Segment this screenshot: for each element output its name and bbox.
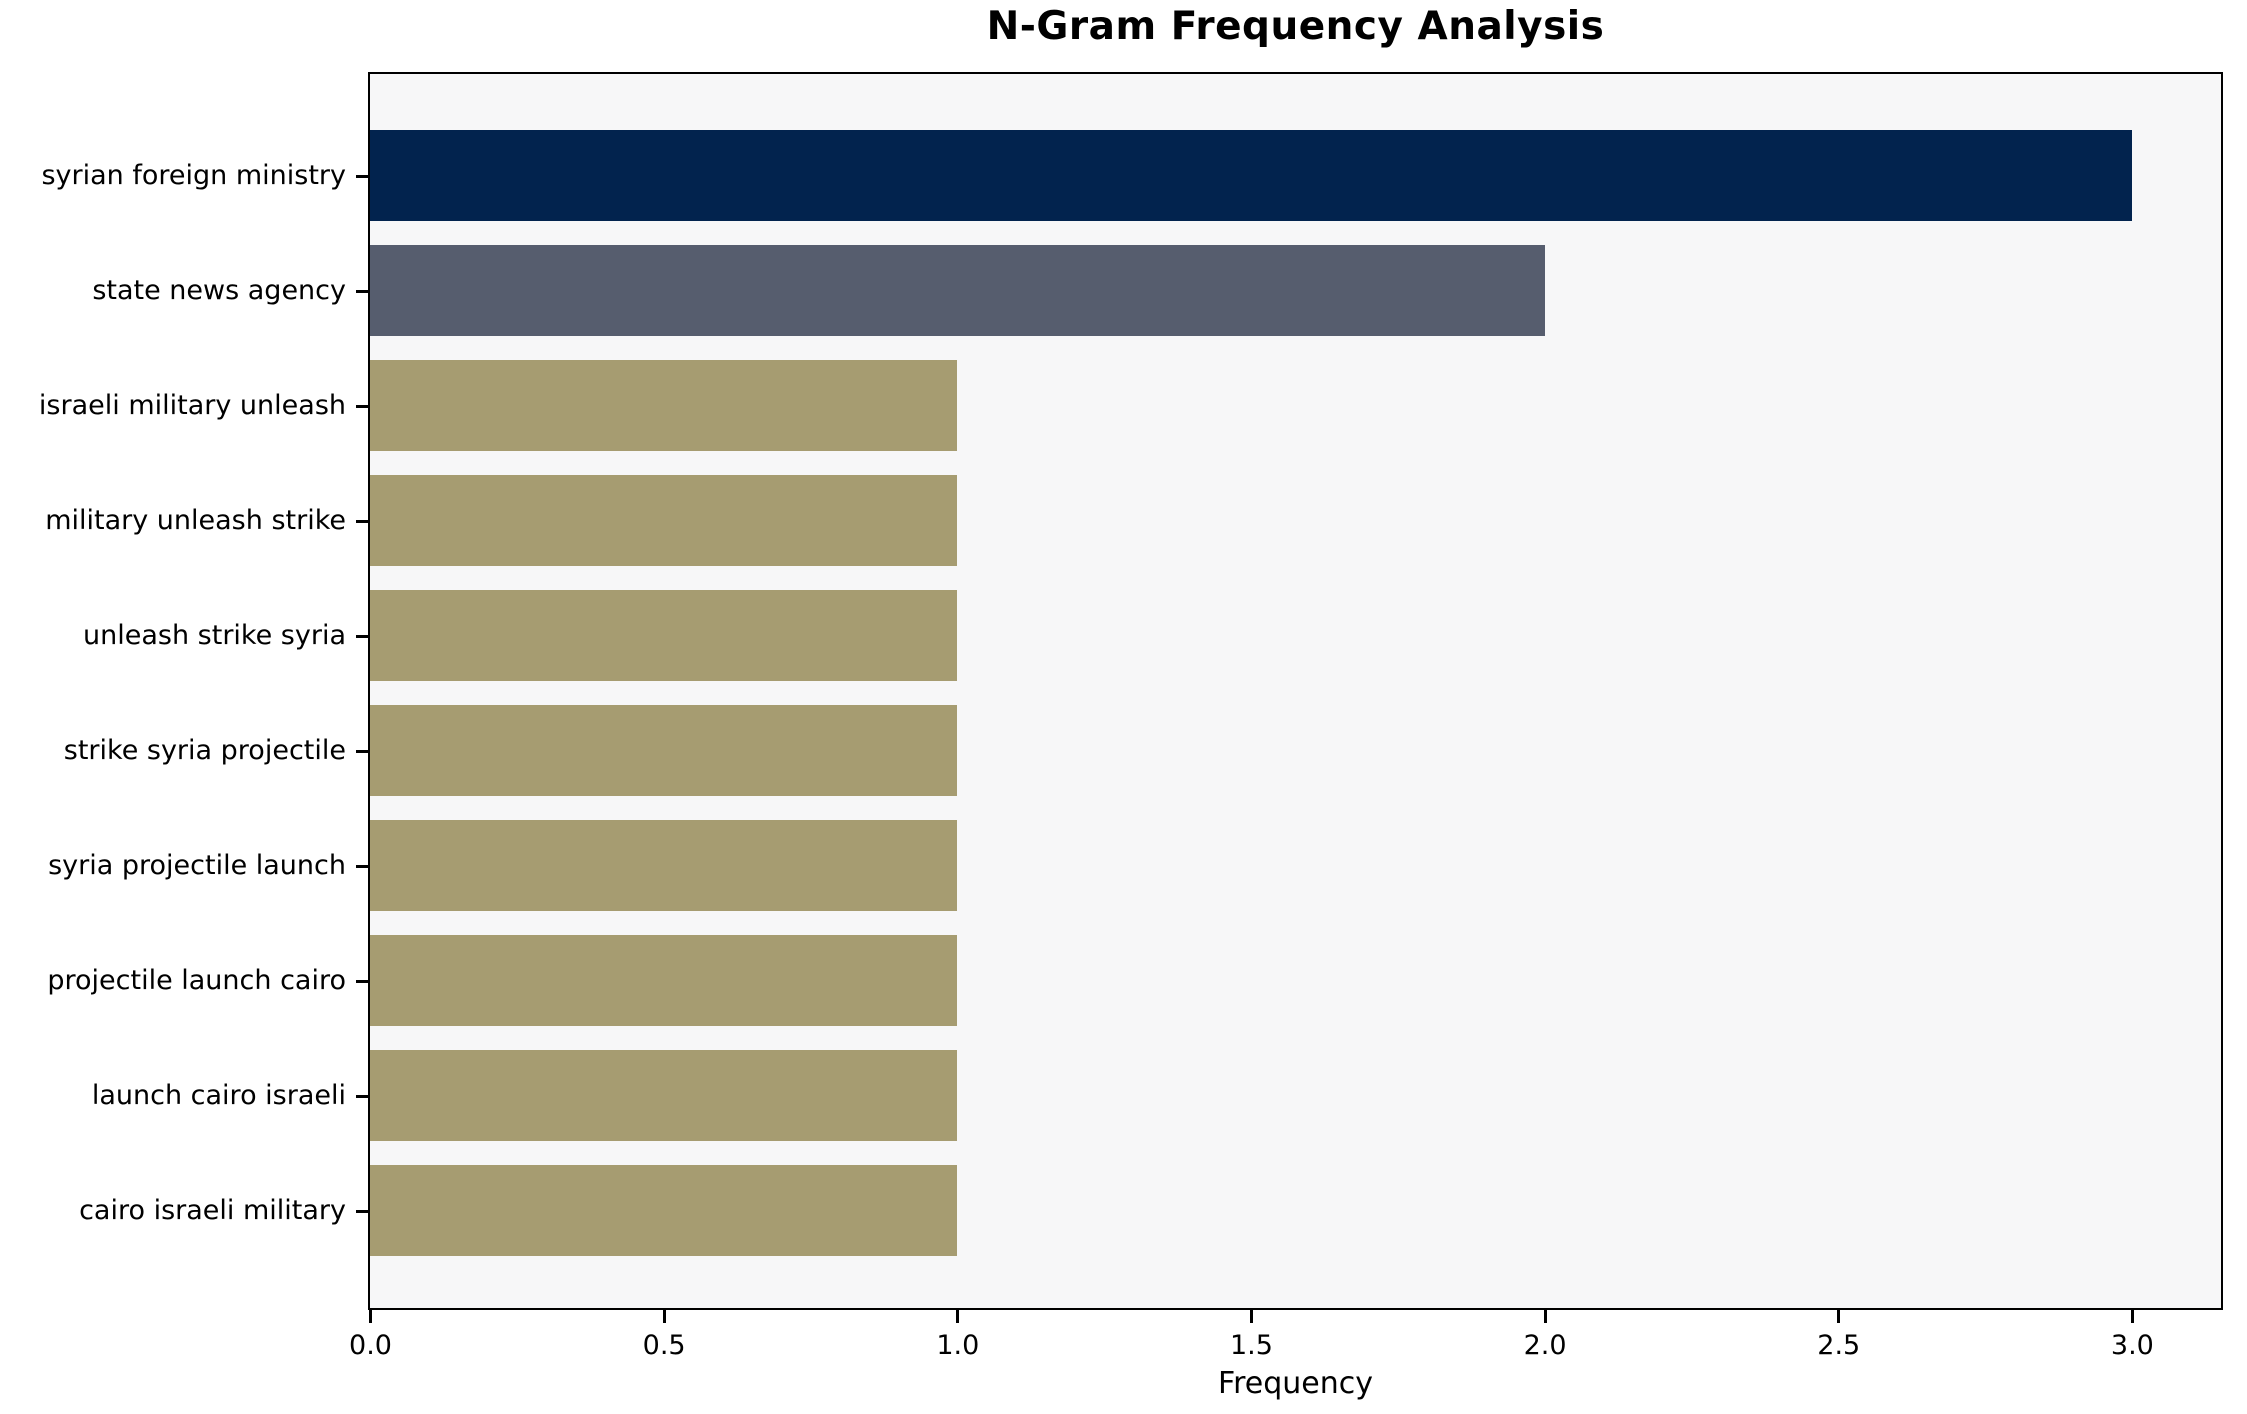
- bar-projectile-launch-cairo: [370, 935, 958, 1026]
- y-tick-mark: [356, 1094, 368, 1098]
- bar-strike-syria-projectile: [370, 705, 958, 796]
- x-tick-label: 2.5: [1817, 1330, 1861, 1361]
- bar-syria-projectile-launch: [370, 820, 958, 911]
- x-tick-mark: [1543, 1310, 1547, 1323]
- x-tick-mark: [662, 1310, 666, 1323]
- y-tick-label: israeli military unleash: [38, 390, 346, 421]
- x-tick-label: 2.0: [1523, 1330, 1567, 1361]
- y-tick-mark: [356, 864, 368, 868]
- y-tick-mark: [356, 519, 368, 523]
- x-tick-label: 0.0: [349, 1330, 392, 1361]
- x-tick-mark: [369, 1310, 372, 1323]
- y-tick-mark: [356, 289, 368, 293]
- y-tick-label: projectile launch cairo: [47, 965, 346, 996]
- bar-syrian-foreign-ministry: [370, 130, 2132, 221]
- chart-title: N-Gram Frequency Analysis: [986, 4, 1605, 49]
- x-tick-label: 1.0: [936, 1330, 980, 1361]
- y-tick-label: state news agency: [92, 275, 346, 306]
- y-tick-mark: [356, 174, 368, 178]
- bar-cairo-israeli-military: [370, 1165, 958, 1256]
- y-tick-label: syria projectile launch: [48, 850, 346, 881]
- bar-israeli-military-unleash: [370, 360, 958, 451]
- y-tick-mark: [356, 979, 368, 983]
- x-tick-label: 3.0: [2110, 1330, 2154, 1361]
- x-tick-label: 0.5: [642, 1330, 686, 1361]
- bar-military-unleash-strike: [370, 475, 958, 566]
- bar-unleash-strike-syria: [370, 590, 958, 681]
- x-tick-mark: [956, 1310, 960, 1323]
- y-tick-mark: [356, 1209, 368, 1213]
- x-tick-mark: [1249, 1310, 1253, 1323]
- bar-state-news-agency: [370, 245, 1545, 336]
- y-tick-label: syrian foreign ministry: [41, 160, 346, 191]
- y-tick-mark: [356, 404, 368, 408]
- x-tick-label: 1.5: [1229, 1330, 1273, 1361]
- plot-area: [368, 72, 2223, 1310]
- x-tick-mark: [2130, 1310, 2134, 1323]
- x-tick-mark: [1837, 1310, 1841, 1323]
- y-tick-mark: [356, 634, 368, 638]
- y-tick-label: cairo israeli military: [79, 1195, 346, 1226]
- bar-launch-cairo-israeli: [370, 1050, 958, 1141]
- x-axis-title: Frequency: [1218, 1366, 1373, 1401]
- y-tick-label: unleash strike syria: [83, 620, 346, 651]
- y-tick-label: launch cairo israeli: [91, 1080, 346, 1111]
- y-tick-mark: [356, 749, 368, 753]
- y-tick-label: military unleash strike: [45, 505, 346, 536]
- y-tick-label: strike syria projectile: [63, 735, 346, 766]
